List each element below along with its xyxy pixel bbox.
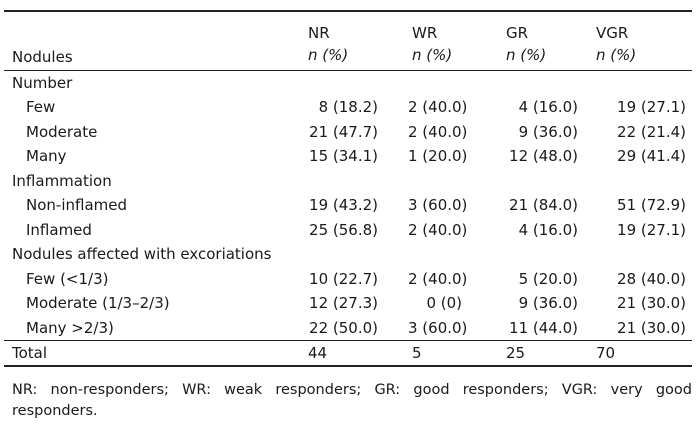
total-wr: 5: [408, 339, 502, 367]
total-gr: 25: [502, 339, 592, 367]
table-row: Inflamed 25 (56.8) 2 (40.0) 4 (16.0) 19 …: [4, 218, 692, 243]
column-header-wr: WR n (%): [408, 10, 502, 71]
cell-gr: 21 (84.0): [509, 196, 578, 215]
cell-gr: 9 (36.0): [518, 294, 578, 313]
row-label: Many >2/3): [26, 318, 114, 337]
cell-nr: 22 (50.0): [309, 318, 378, 337]
cell-wr: 2 (40.0): [408, 122, 468, 141]
group-name: VGR: [596, 24, 629, 42]
cell-gr: 4 (16.0): [518, 220, 578, 239]
row-label: Non-inflamed: [26, 196, 127, 215]
cell-vgr: 28 (40.0): [617, 269, 686, 288]
section-title: Inflammation: [12, 171, 112, 190]
group-unit: n (%): [308, 46, 349, 64]
total-row: Total 44 5 25 70: [4, 339, 692, 367]
column-header-gr: GR n (%): [502, 10, 592, 71]
row-label: Inflamed: [26, 220, 92, 239]
section-header-row: Number: [4, 71, 692, 96]
row-label: Many: [26, 147, 67, 166]
cell-nr: 10 (22.7): [309, 269, 378, 288]
cell-vgr: 19 (27.1): [617, 98, 686, 117]
column-header-nr: NR n (%): [304, 10, 408, 71]
cell-wr: 3 (60.0): [408, 318, 468, 337]
cell-gr: 12 (48.0): [509, 147, 578, 166]
cell-wr: 1 (20.0): [408, 147, 468, 166]
cell-vgr: 21 (30.0): [617, 294, 686, 313]
section-header-row: Inflammation: [4, 169, 692, 194]
total-vgr: 70: [592, 339, 692, 367]
cell-vgr: 51 (72.9): [617, 196, 686, 215]
cell-wr: 2 (40.0): [408, 98, 468, 117]
row-label: Moderate (1/3–2/3): [26, 294, 170, 313]
row-label: Few: [26, 98, 56, 117]
cell-nr: 21 (47.7): [309, 122, 378, 141]
table-row: Few (<1/3) 10 (22.7) 2 (40.0) 5 (20.0) 2…: [4, 267, 692, 292]
row-label: Moderate: [26, 122, 98, 141]
group-name: WR: [412, 24, 438, 42]
cell-gr: 4 (16.0): [518, 98, 578, 117]
cell-wr: 0 (0): [426, 294, 462, 313]
cell-nr: 8 (18.2): [318, 98, 378, 117]
group-unit: n (%): [596, 46, 637, 64]
table-row: Non-inflamed 19 (43.2) 3 (60.0) 21 (84.0…: [4, 193, 692, 218]
row-label: Few (<1/3): [26, 269, 109, 288]
table-row: Few 8 (18.2) 2 (40.0) 4 (16.0) 19 (27.1): [4, 95, 692, 120]
group-unit: n (%): [412, 46, 453, 64]
group-unit: n (%): [506, 46, 547, 64]
total-nr: 44: [304, 339, 408, 367]
group-name: GR: [506, 24, 529, 42]
cell-vgr: 22 (21.4): [617, 122, 686, 141]
group-name: NR: [308, 24, 330, 42]
section-header-row: Nodules affected with excoriations: [4, 242, 692, 267]
cell-nr: 25 (56.8): [309, 220, 378, 239]
cell-nr: 15 (34.1): [309, 147, 378, 166]
cell-vgr: 21 (30.0): [617, 318, 686, 337]
cell-vgr: 19 (27.1): [617, 220, 686, 239]
cell-wr: 2 (40.0): [408, 220, 468, 239]
cell-gr: 5 (20.0): [518, 269, 578, 288]
column-header-nodules: Nodules: [4, 10, 304, 71]
table-footnote: NR: non-responders; WR: weak responders;…: [12, 382, 692, 419]
cell-gr: 11 (44.0): [509, 318, 578, 337]
section-title: Number: [12, 74, 73, 92]
table-row: Many 15 (34.1) 1 (20.0) 12 (48.0) 29 (41…: [4, 144, 692, 169]
cell-nr: 19 (43.2): [309, 196, 378, 215]
header-row: Nodules NR n (%) WR n (%) GR n (%) VGR n…: [4, 10, 692, 71]
cell-wr: 2 (40.0): [408, 269, 468, 288]
column-header-vgr: VGR n (%): [592, 10, 692, 71]
cell-nr: 12 (27.3): [309, 294, 378, 313]
table-row: Many >2/3) 22 (50.0) 3 (60.0) 11 (44.0) …: [4, 316, 692, 341]
cell-gr: 9 (36.0): [518, 122, 578, 141]
section-title: Nodules affected with excoriations: [12, 245, 272, 264]
cell-wr: 3 (60.0): [408, 196, 468, 215]
total-label: Total: [4, 339, 304, 367]
table-row: Moderate (1/3–2/3) 12 (27.3) 0 (0) 9 (36…: [4, 291, 692, 316]
cell-vgr: 29 (41.4): [617, 147, 686, 166]
data-table: Nodules NR n (%) WR n (%) GR n (%) VGR n…: [4, 10, 692, 367]
table-row: Moderate 21 (47.7) 2 (40.0) 9 (36.0) 22 …: [4, 120, 692, 145]
